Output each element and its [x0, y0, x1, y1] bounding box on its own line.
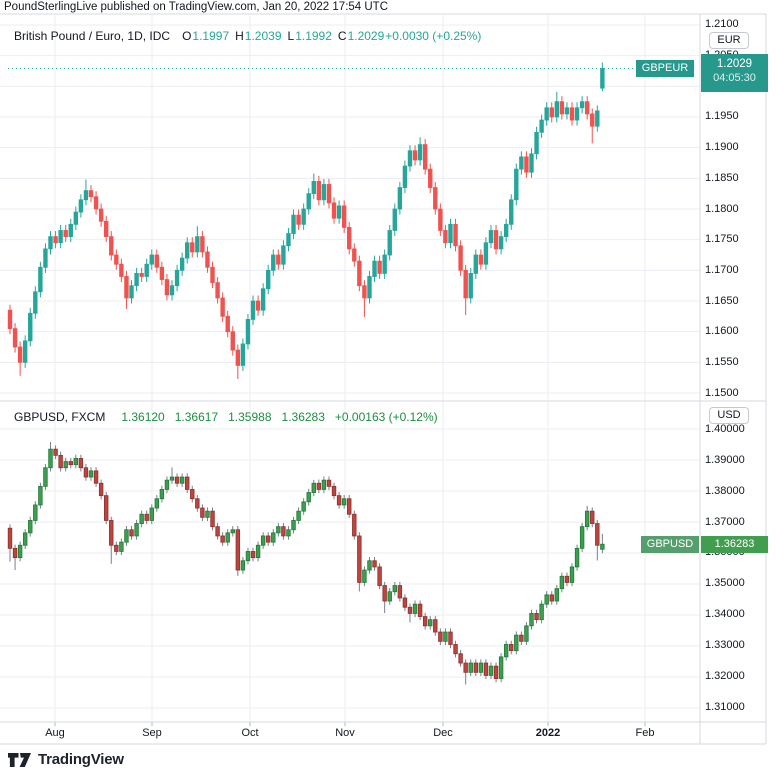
gbpeur-last-price-tag: 1.2029 04:05:30	[701, 54, 768, 92]
gbpusd-legend-title: GBPUSD, FXCM	[14, 410, 106, 424]
time-axis-label[interactable]: Aug	[45, 727, 65, 739]
y-tick-label[interactable]: 1.2100	[705, 18, 739, 31]
tradingview-brand-text: TradingView	[38, 751, 124, 768]
gbpeur-candles	[7, 62, 634, 379]
time-axis-label[interactable]: 2022	[535, 727, 561, 739]
y-tick-label[interactable]: 1.31000	[705, 701, 745, 714]
gbpeur-last-price: 1.2029	[716, 58, 753, 70]
time-axis-label[interactable]: Nov	[335, 727, 355, 739]
gbpeur-change: +0.0030 (+0.25%)	[385, 29, 482, 43]
tradingview-logo[interactable]: TradingView	[8, 751, 124, 768]
y-tick-label[interactable]: 1.1650	[705, 294, 739, 307]
tradingview-mark-icon	[8, 752, 31, 767]
y-tick-label[interactable]: 1.1500	[705, 386, 739, 399]
gbpeur-bar-countdown: 04:05:30	[713, 72, 756, 84]
usd-currency-badge: USD	[709, 407, 749, 424]
time-axis-label[interactable]: Sep	[142, 727, 162, 739]
y-tick-label[interactable]: 1.37000	[705, 515, 745, 528]
gbpusd-symbol-tag: GBPUSD	[641, 536, 699, 553]
time-axis-label[interactable]: Oct	[241, 727, 259, 739]
y-tick-label[interactable]: 1.32000	[705, 670, 745, 683]
y-tick-label[interactable]: 1.1800	[705, 202, 739, 215]
chart-frame	[0, 13, 767, 745]
y-tick-label[interactable]: 1.1550	[705, 355, 739, 368]
publication-header: PoundSterlingLive published on TradingVi…	[4, 1, 389, 13]
gbpeur-symbol-tag: GBPEUR	[636, 60, 694, 77]
y-tick-label[interactable]: 1.1850	[705, 171, 739, 184]
gbpusd-last-price-tag: 1.36283	[701, 536, 768, 553]
y-tick-label[interactable]: 1.1700	[705, 263, 739, 276]
gridlines	[0, 15, 700, 726]
gbpeur-legend: British Pound / Euro, 1D, IDC O1.1997 H1.2…	[14, 29, 482, 43]
y-tick-label[interactable]: 1.35000	[705, 577, 745, 590]
eur-currency-badge: EUR	[709, 32, 749, 49]
y-tick-label[interactable]: 1.38000	[705, 484, 745, 497]
y-tick-label[interactable]: 1.33000	[705, 639, 745, 652]
gbpeur-legend-title: British Pound / Euro, 1D, IDC	[14, 29, 171, 43]
y-tick-label[interactable]: 1.1750	[705, 233, 739, 246]
gbpusd-legend: GBPUSD, FXCM 1.36120 1.36617 1.35988 1.36283…	[14, 410, 438, 424]
y-tick-label[interactable]: 1.1600	[705, 325, 739, 338]
time-axis-label[interactable]: Dec	[433, 727, 453, 739]
y-tick-label[interactable]: 1.34000	[705, 608, 745, 621]
y-tick-label[interactable]: 1.39000	[705, 453, 745, 466]
y-tick-label[interactable]: 1.1900	[705, 141, 739, 154]
time-axis-label[interactable]: Feb	[635, 727, 655, 739]
gbpusd-change: +0.00163 (+0.12%)	[334, 410, 438, 424]
y-tick-label[interactable]: 1.40000	[705, 422, 745, 435]
y-tick-label[interactable]: 1.1950	[705, 110, 739, 123]
gbpusd-candles	[7, 442, 605, 685]
